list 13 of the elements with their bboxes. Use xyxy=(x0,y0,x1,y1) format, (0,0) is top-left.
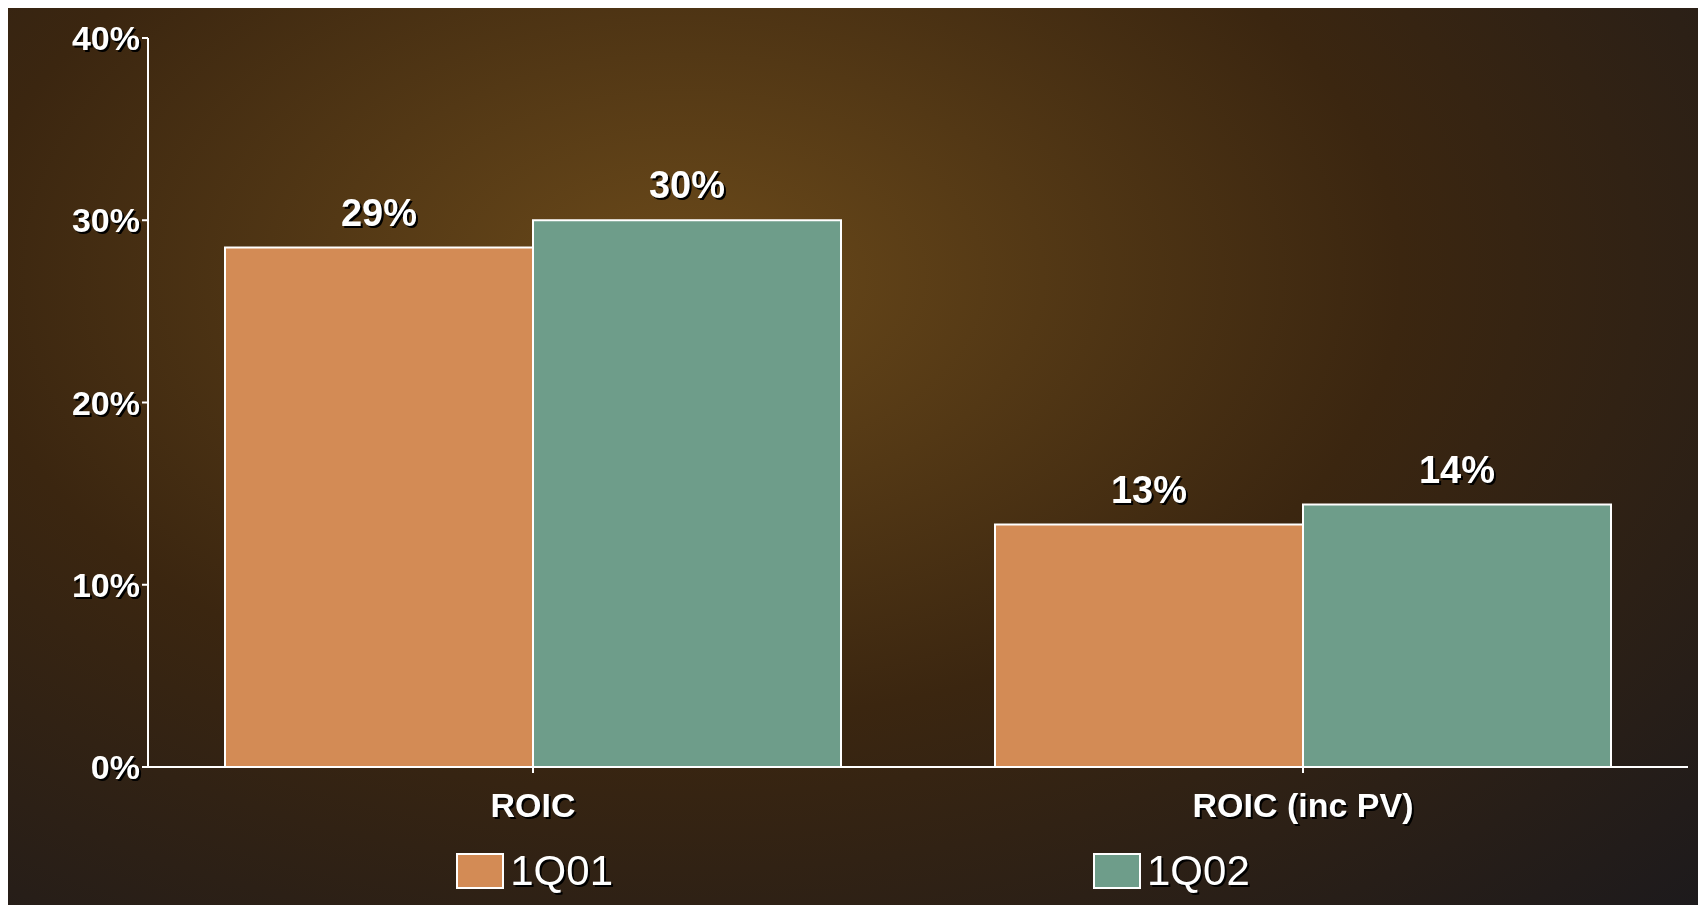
data-label: 30% xyxy=(648,164,726,207)
y-tick-label: 10% xyxy=(71,565,140,604)
x-tick-label: ROIC (inc PV) xyxy=(1192,786,1414,825)
legend-label: 1Q01 xyxy=(510,847,613,895)
data-label: 13% xyxy=(1110,468,1188,511)
data-label: 29% xyxy=(340,191,418,234)
y-tick-label: 0% xyxy=(90,748,140,787)
data-label: 14% xyxy=(1418,448,1496,491)
y-tick-label: 40% xyxy=(71,19,140,58)
legend-label: 1Q02 xyxy=(1147,847,1250,895)
y-tick-label: 20% xyxy=(71,383,140,422)
y-tick-label: 30% xyxy=(71,201,140,240)
x-tick-label: ROIC xyxy=(490,786,576,825)
